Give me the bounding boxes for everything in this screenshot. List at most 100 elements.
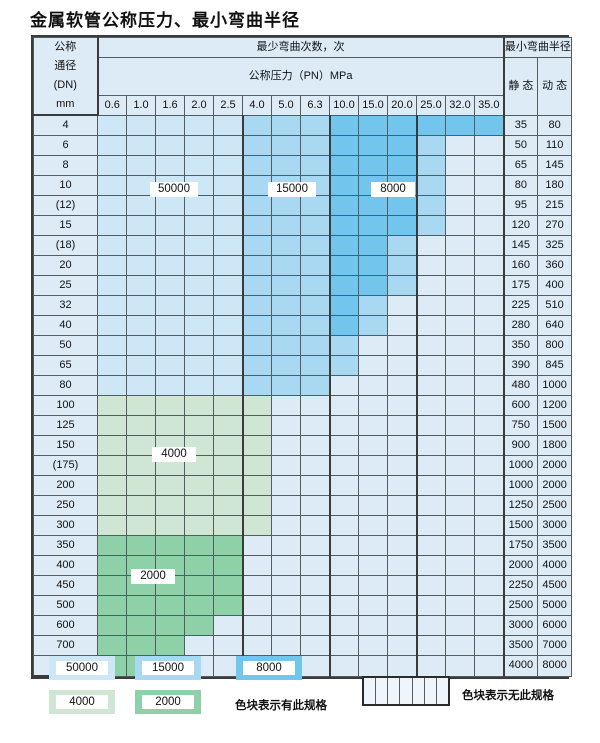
grid-cell [97,235,127,256]
grid-cell [213,415,244,436]
dn-value: 25 [33,275,98,296]
static-radius-value: 120 [503,215,539,236]
dn-value: 4 [33,114,98,136]
grid-cell [387,495,418,516]
grid-cell [329,635,359,656]
pressure-column-header: 2.0 [184,94,214,116]
grid-cell [155,295,185,316]
swatch-cell [425,678,437,704]
grid-cell [97,535,127,556]
grid-cell [329,495,359,516]
legend-chip: 50000 [49,656,115,680]
grid-cell [416,355,446,376]
grid-cell [97,475,127,496]
static-radius-value: 1250 [503,495,539,516]
grid-cell [213,455,244,476]
grid-cell [97,595,127,616]
grid-cell [329,355,359,376]
grid-cell [445,415,475,436]
grid-cell [473,255,505,276]
pressure-column-header: 25.0 [416,94,446,116]
header-dynamic: 动 态 [537,57,573,116]
grid-cell [473,135,505,156]
grid-cell [97,635,127,656]
dynamic-radius-value: 2000 [537,475,573,496]
grid-cell [473,655,505,677]
dynamic-radius-value: 3000 [537,515,573,536]
grid-cell [473,175,505,196]
grid-cell [358,435,388,456]
legend-chip-label: 4000 [56,695,108,709]
grid-cell [300,375,331,396]
grid-cell [97,415,127,436]
grid-cell [445,595,475,616]
grid-cell [445,235,475,256]
grid-cell [271,114,301,136]
grid-cell [271,495,301,516]
grid-cell [242,475,272,496]
static-radius-value: 600 [503,395,539,416]
table-row: 40 280 640 [33,315,573,336]
grid-cell [126,255,156,276]
header-dn-cell: 公称 通径 (DN) mm [33,37,99,116]
grid-cell [445,435,475,456]
grid-cell [300,515,331,536]
grid-cell [358,195,388,216]
legend-no-spec-swatch [362,676,450,706]
dynamic-radius-value: 1800 [537,435,573,456]
grid-cell [473,395,505,416]
grid-cell [416,295,446,316]
swatch-cell [364,678,377,704]
grid-cell [358,215,388,236]
grid-cell [387,255,418,276]
pressure-column-header: 1.0 [126,94,156,116]
grid-cell [242,175,272,196]
table-row: (12) 95 215 [33,195,573,216]
grid-cell [271,635,301,656]
static-radius-value: 80 [503,175,539,196]
grid-cell [97,215,127,236]
dynamic-radius-value: 110 [537,135,573,156]
grid-cell [184,415,214,436]
grid-cell [300,295,331,316]
grid-cell [300,315,331,336]
page-title: 金属软管公称压力、最小弯曲半径 [30,11,300,31]
static-radius-value: 350 [503,335,539,356]
grid-cell [358,295,388,316]
header-dn-line-2: 通径 [54,60,77,72]
grid-cell [387,535,418,556]
grid-cell [213,114,244,136]
dn-value: 10 [33,175,98,196]
grid-cell [213,175,244,196]
grid-cell [242,535,272,556]
table-row: 450 2250 4500 [33,575,573,596]
dn-value: 700 [33,635,98,656]
grid-cell [155,395,185,416]
grid-cell [329,395,359,416]
grid-cell [445,535,475,556]
static-radius-value: 65 [503,155,539,176]
grid-cell [97,255,127,276]
grid-cell [416,335,446,356]
grid-cell [473,595,505,616]
grid-cell [155,535,185,556]
grid-cell [416,215,446,236]
grid-cell [155,275,185,296]
grid-cell [358,114,388,136]
dn-value: 6 [33,135,98,156]
grid-cell [155,255,185,276]
grid-cell [213,375,244,396]
grid-cell [329,275,359,296]
grid-cell [242,575,272,596]
dynamic-radius-value: 2500 [537,495,573,516]
dynamic-radius-value: 1200 [537,395,573,416]
grid-cell [329,435,359,456]
dynamic-radius-value: 6000 [537,615,573,636]
dynamic-radius-value: 7000 [537,635,573,656]
grid-cell [473,295,505,316]
grid-cell [300,335,331,356]
grid-cell [387,215,418,236]
grid-cell [97,275,127,296]
grid-cell [300,235,331,256]
grid-cell [155,615,185,636]
